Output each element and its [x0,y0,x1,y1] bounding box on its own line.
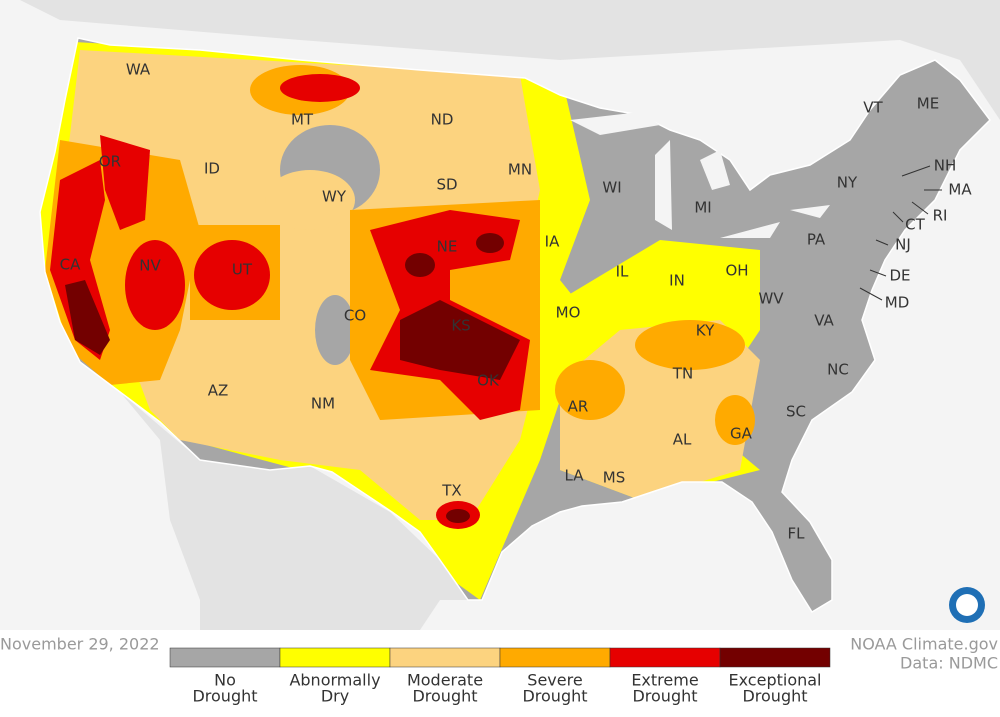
area-d3 [194,240,270,310]
state-label: TX [441,482,461,500]
legend-label: Drought [742,687,807,706]
legend-label: No [214,671,236,690]
legend-label: Moderate [407,671,483,690]
state-label: NM [311,395,335,413]
legend-label: Drought [632,687,697,706]
state-label: MN [508,161,532,179]
legend-label: Abnormally [289,671,380,690]
great-lakes [570,112,830,238]
legend-swatch [279,647,391,668]
state-label: MA [948,181,972,199]
area-d2 [635,320,745,370]
legend-label: Drought [412,687,477,706]
legend-swatch [389,647,501,668]
state-label: ID [204,160,220,178]
legend-swatch [499,647,611,668]
legend: NoDroughtAbnormallyDryModerateDroughtSev… [169,647,831,706]
area-d4 [65,280,110,355]
state-label: VA [814,312,834,330]
leader-line [911,201,929,215]
area-d4 [400,300,520,380]
legend-label: Exceptional [729,671,822,690]
legend-label: Severe [527,671,582,690]
state-label: MT [291,111,314,129]
state-label: ND [431,111,454,129]
mexico [120,392,470,630]
state-label: WA [126,61,151,79]
area-d4 [476,233,504,253]
state-label: IN [669,272,685,290]
legend-label: Drought [522,687,587,706]
state-label: AL [673,431,692,449]
state-label: WI [602,179,621,197]
state-label: MS [603,469,625,487]
state-label: NH [934,157,957,175]
leader-line [875,239,889,246]
state-label: AR [568,398,589,416]
area-d2 [555,360,625,420]
canada [0,0,1000,120]
state-label: MD [885,294,910,312]
state-label: ME [917,95,939,113]
legend-swatch [719,647,831,668]
credit: Data: NDMC [900,654,998,673]
legend-swatch [169,647,281,668]
legend-swatch [609,647,721,668]
date: November 29, 2022 [0,635,160,654]
legend-label: Extreme [631,671,698,690]
state-label: KY [696,322,715,340]
state-label: CO [344,307,366,325]
state-label: WV [758,290,784,308]
state-label: FL [788,525,806,543]
area-d3 [125,240,185,330]
state-label: IA [545,233,560,251]
state-label: UT [232,261,253,279]
drought-areas [40,40,760,600]
leader-line [892,211,904,223]
state-label: TN [672,365,693,383]
area-d4 [405,253,435,277]
state-label: NJ [895,236,911,254]
state-label: GA [730,425,753,443]
state-label: KS [451,317,470,335]
state-label: NC [827,361,849,379]
leader-line [859,287,883,301]
state-label: CA [60,256,81,274]
state-label: SC [786,403,806,421]
state-label: LA [565,467,585,485]
state-label: MI [694,199,711,217]
area-none [315,295,355,365]
state-label: CT [905,216,925,234]
area-d3 [100,135,150,230]
state-label: AZ [208,382,229,400]
credit: NOAA Climate.gov [850,635,998,654]
noaa-logo-inner [956,594,978,616]
leader-line [901,165,931,177]
state-label: VT [863,99,883,117]
state-label: NY [837,174,858,192]
area-d2 [715,395,755,445]
state-label: OR [99,153,121,171]
leader-line [869,269,887,277]
legend-label: Dry [321,687,349,706]
area-d3 [280,74,360,102]
state-label: PA [807,231,826,249]
state-label: WY [322,188,347,206]
state-label: SD [436,176,457,194]
state-label: NV [139,257,161,275]
state-label: NE [437,238,458,256]
state-label: OK [477,372,500,390]
state-label: DE [889,267,910,285]
area-d4 [446,509,470,523]
legend-label: Drought [192,687,257,706]
state-label: OH [725,262,748,280]
area-d1 [265,170,355,230]
footer [0,630,1000,713]
state-label: IL [616,263,629,281]
state-label: RI [933,207,948,225]
state-label: MO [556,304,581,322]
